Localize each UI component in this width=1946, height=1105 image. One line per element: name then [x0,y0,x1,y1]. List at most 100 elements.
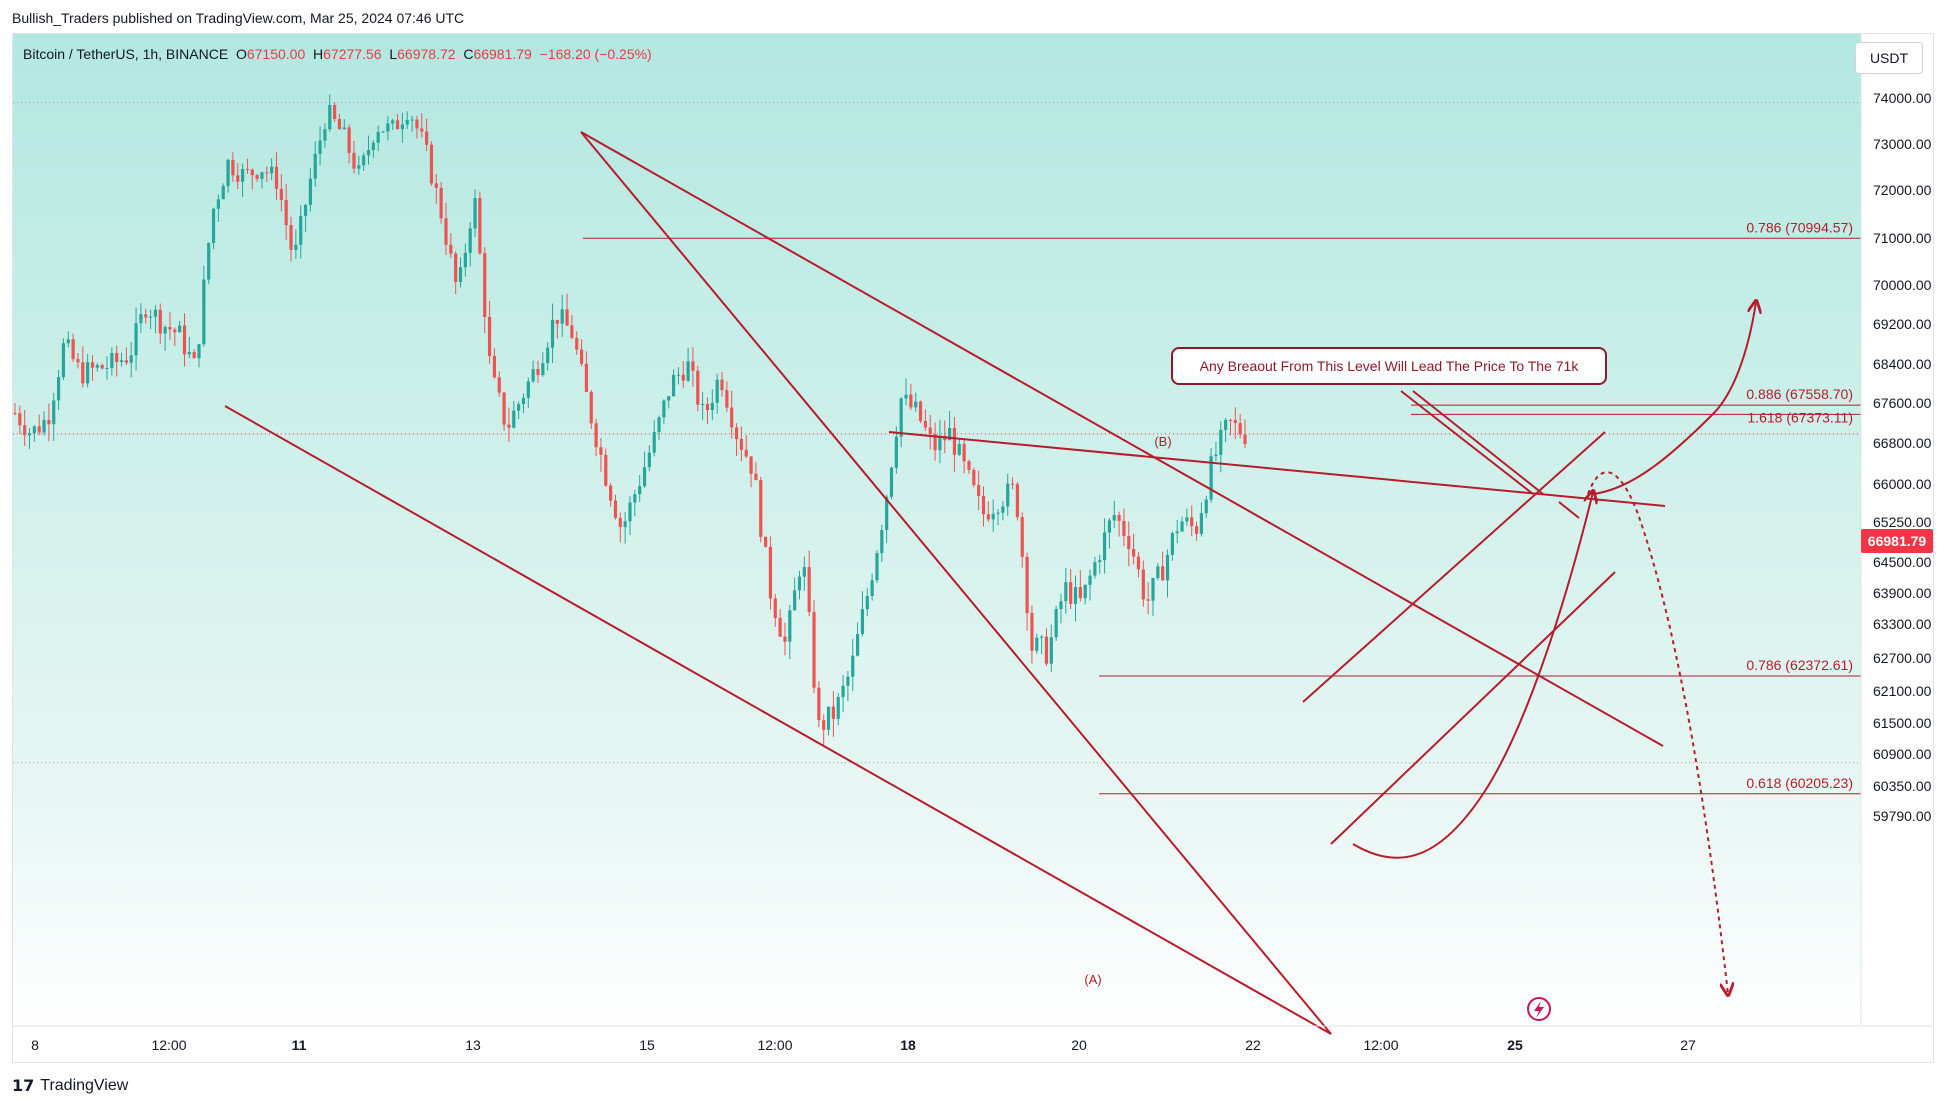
replay-icon-circle [1527,997,1551,1021]
candle-body [454,253,458,283]
x-tick-label: 11 [292,1037,307,1053]
candle-body [139,314,143,324]
candle-body [279,188,283,201]
candle-body [395,120,400,130]
candle-body [894,436,898,468]
candle-body [313,153,317,179]
candle-body [323,129,327,141]
candle-body [260,172,264,179]
candle-body [211,208,216,244]
candle-body [216,199,220,209]
arrow-head-tip [1558,501,1580,519]
x-axis: 8 12:00 11 13 15 12:00 18 20 22 12:00 25 27 [13,1025,1933,1053]
candle-body [1190,517,1194,527]
candle-body [565,309,569,326]
x-tick-label: 13 [465,1037,481,1053]
candle-body [1025,556,1029,613]
candle-body [1233,419,1237,424]
candle-body [701,403,705,405]
candle-body [667,396,671,401]
descending-channel-upper-line [580,131,1332,1035]
candle-body [594,423,598,448]
candle-body [400,124,405,130]
candle-body [575,337,579,350]
candle-body [521,397,526,405]
price-chart[interactable]: (B) (A) 0.786 (70994.57) 0.886 (67558.70) 1… [13,34,1933,1062]
candle-body [207,243,211,280]
candle-body [899,398,903,437]
candle-body [492,355,497,378]
candle-body [812,612,816,688]
candle-body [1064,582,1068,602]
candle-body [628,502,632,522]
candle-body [337,118,342,130]
candle-body [66,339,70,344]
candle-body [226,159,230,187]
rejection-arrow-down [1587,471,1728,994]
candle-body [439,187,443,219]
candle-body [47,419,51,425]
candle-body [817,687,821,721]
candles-layer [13,94,1861,764]
candle-body [763,536,768,547]
candle-body [725,390,729,408]
candle-body [1204,499,1208,514]
candle-body [604,454,608,486]
candle-body [841,685,845,697]
candle-body [570,325,574,338]
candle-body [536,369,540,376]
candle-body [618,517,622,528]
candle-body [420,128,424,132]
candle-body [981,495,986,515]
candle-body [1117,514,1121,521]
candle-body [870,580,874,597]
candle-body [836,696,840,719]
candle-body [270,166,274,174]
open-value: 67150.00 [246,46,306,62]
candle-body [197,344,201,359]
candle-body [148,316,153,318]
candle-body [1141,569,1145,600]
y-tick-label: 65250.00 [1873,514,1932,530]
candle-body [303,204,308,216]
candle-body [880,529,884,554]
currency-unit-button[interactable]: USDT [1855,42,1923,74]
y-tick-label: 63300.00 [1873,616,1932,632]
candle-body [429,144,434,184]
x-tick-label: 22 [1245,1037,1261,1053]
open-label: O [235,46,247,62]
candle-body [284,200,288,226]
candle-body [730,407,734,428]
candle-body [13,413,17,414]
x-tick-label: 27 [1680,1037,1696,1053]
annotation-callout[interactable]: Any Breaout From This Level Will Lead Th… [1171,347,1607,385]
candle-body [444,218,448,245]
candle-body [497,377,501,393]
candle-body [1209,456,1213,500]
candle-body [1020,517,1024,557]
candle-body [366,150,371,156]
candle-body [1228,419,1233,421]
x-tick-label: 18 [900,1037,916,1053]
candle-body [1156,566,1160,579]
candle-body [512,410,516,428]
candle-body [299,215,303,245]
candle-body [478,198,482,254]
candle-body [865,596,869,610]
chart-panel[interactable]: (B) (A) 0.786 (70994.57) 0.886 (67558.70) 1… [12,33,1934,1063]
candle-body [274,166,279,189]
candle-body [1010,483,1015,485]
candle-body [425,131,429,145]
candle-body [996,512,1000,514]
candle-body [589,391,593,424]
candle-body [1175,531,1179,534]
candle-body [623,521,627,528]
tradingview-logo-icon[interactable]: 𝟭𝟳 [12,1076,35,1095]
candle-body [986,514,990,520]
candle-body [1044,636,1049,664]
chart-background [13,34,1861,1026]
footer-brand[interactable]: TradingView [40,1076,129,1094]
candle-body [1127,536,1131,550]
candle-body [797,576,802,591]
candle-body [376,132,380,143]
